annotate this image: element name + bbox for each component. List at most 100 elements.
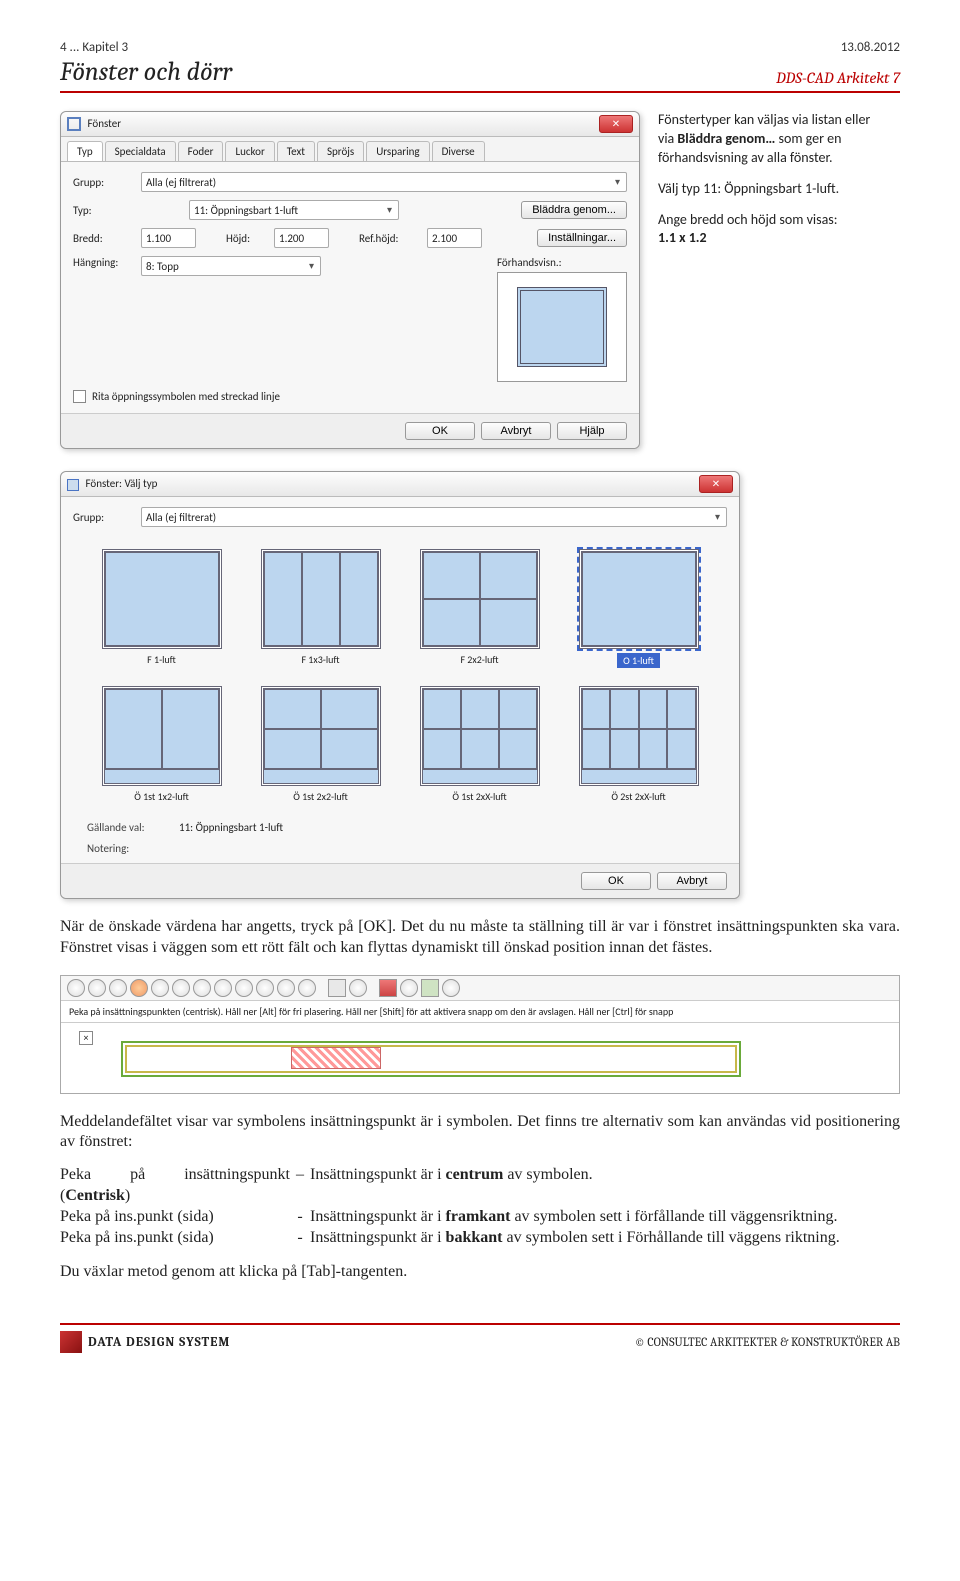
tab-ursparing[interactable]: Ursparing (366, 141, 429, 161)
canvas-area: × (61, 1023, 899, 1093)
thumbnail[interactable]: Ö 2st 2xX-luft (568, 686, 709, 803)
bredd-input[interactable]: 1.100 (141, 228, 196, 248)
thumbnail-label: Ö 1st 2xX-luft (409, 790, 550, 803)
browse-button[interactable]: Bläddra genom... (521, 201, 627, 219)
opt2-right-c: av symbolen sett i förfållande till vägg… (510, 1208, 837, 1225)
tool-red-icon[interactable] (379, 979, 397, 997)
tab-sprojs[interactable]: Spröjs (317, 141, 364, 161)
typ-select[interactable]: 11: Öppningsbart 1-luft (189, 200, 399, 220)
header-divider (60, 91, 900, 93)
tool-icon[interactable] (214, 979, 232, 997)
tool-icon[interactable] (172, 979, 190, 997)
tab-foder[interactable]: Foder (178, 141, 224, 161)
preview-window-icon (517, 287, 607, 367)
tool-icon[interactable] (349, 979, 367, 997)
tool-icon[interactable] (88, 979, 106, 997)
thumbnail[interactable]: F 1-luft (91, 549, 232, 668)
copyright: © CONSULTEC ARKITEKTER & KONSTRUKTÖRER A… (635, 1335, 900, 1349)
chapter-title: Fönster och dörr (60, 57, 232, 87)
side-p2: Välj typ 11: Öppningsbart 1-luft. (658, 180, 888, 199)
d2-grupp-label: Grupp: (73, 511, 133, 524)
thumbnail-label: Ö 2st 2xX-luft (568, 790, 709, 803)
settings-button[interactable]: Inställningar... (537, 229, 627, 247)
body-p4: Du växlar metod genom att klicka på [Tab… (60, 1262, 900, 1283)
typ-label: Typ: (73, 204, 133, 217)
thumbnail-label: Ö 1st 1x2-luft (91, 790, 232, 803)
thumbnail-grid: F 1-luft F 1x3-luft F 2x2-luft O 1-luft Ö 1s… (73, 535, 727, 817)
tool-icon[interactable] (256, 979, 274, 997)
opt3-left: Peka på ins.punkt (sida) (60, 1228, 290, 1249)
thumbnail[interactable]: Ö 1st 2xX-luft (409, 686, 550, 803)
ok-button[interactable]: OK (405, 422, 475, 440)
thumbnail-label: Ö 1st 2x2-luft (250, 790, 391, 803)
tool-icon[interactable] (67, 979, 85, 997)
grupp-label: Grupp: (73, 176, 133, 189)
tab-diverse[interactable]: Diverse (432, 141, 485, 161)
dialog2-title: Fönster: Välj typ (86, 477, 158, 490)
tool-icon[interactable] (400, 979, 418, 997)
tool-icon[interactable] (109, 979, 127, 997)
status-hint: Peka på insättningspunkten (centrisk). H… (61, 1001, 899, 1023)
opt2-dash: - (290, 1207, 310, 1228)
cancel-button[interactable]: Avbryt (481, 422, 551, 440)
bredd-label: Bredd: (73, 232, 133, 245)
side-p3: Ange bredd och höjd som visas: (658, 211, 838, 228)
dialog2-icon (67, 479, 79, 491)
hojd-input[interactable]: 1.200 (274, 228, 329, 248)
opt1-right-c: av symbolen. (503, 1166, 592, 1183)
opt3-right-b: bakkant (446, 1229, 503, 1246)
tool-green-icon[interactable] (421, 979, 439, 997)
thumbnail[interactable]: Ö 1st 2x2-luft (250, 686, 391, 803)
opt2-right-a: Insättningspunkt är i (310, 1208, 446, 1225)
window-dialog: Fönster ✕ Typ Specialdata Foder Luckor T… (60, 111, 640, 449)
dashed-checkbox[interactable] (73, 390, 86, 403)
opt3-right-a: Insättningspunkt är i (310, 1229, 446, 1246)
tool-icon[interactable] (235, 979, 253, 997)
opt3-right-c: av symbolen sett i Förhållande till vägg… (502, 1229, 839, 1246)
dialog2-close-button[interactable]: ✕ (699, 475, 733, 493)
tab-typ[interactable]: Typ (67, 141, 103, 161)
tool-square-icon[interactable] (328, 979, 346, 997)
thumbnail[interactable]: F 1x3-luft (250, 549, 391, 668)
dialog-title: Fönster (88, 117, 122, 130)
body-p3: Meddelandefältet visar var symbolens ins… (60, 1112, 900, 1154)
window-icon (67, 117, 81, 131)
refh-input[interactable]: 2.100 (427, 228, 482, 248)
hang-select[interactable]: 8: Topp (141, 256, 321, 276)
insertion-marker (291, 1047, 381, 1069)
opt1-left-c: ) (125, 1187, 130, 1204)
tool-icon[interactable] (193, 979, 211, 997)
brand-logo: DATA DESIGN SYSTEM (60, 1331, 230, 1353)
opt3-dash: - (290, 1228, 310, 1249)
brand-text: DATA DESIGN SYSTEM (88, 1335, 230, 1350)
tab-luckor[interactable]: Luckor (225, 141, 274, 161)
side-p1b: Bläddra genom… (677, 130, 775, 147)
d2-grupp-select[interactable]: Alla (ej filtrerat) (141, 507, 727, 527)
side-p4: 1.1 x 1.2 (658, 229, 707, 246)
thumbnail-label: F 1x3-luft (250, 653, 391, 666)
thumbnail-label: O 1-luft (617, 653, 660, 668)
canvas-close-icon[interactable]: × (79, 1031, 93, 1045)
opt1-dash: – (290, 1165, 310, 1207)
body-p1: När de önskade värdena har angetts, tryc… (60, 918, 396, 935)
tool-icon[interactable] (151, 979, 169, 997)
grupp-select[interactable]: Alla (ej filtrerat) (141, 172, 627, 192)
tab-text[interactable]: Text (277, 141, 315, 161)
hojd-label: Höjd: (226, 232, 266, 245)
tool-icon[interactable] (442, 979, 460, 997)
tool-icon[interactable] (277, 979, 295, 997)
toolbar-buttons (61, 976, 899, 1001)
close-button[interactable]: ✕ (599, 115, 633, 133)
product-name: DDS-CAD Arkitekt 7 (776, 69, 900, 87)
tab-specialdata[interactable]: Specialdata (105, 141, 176, 161)
thumbnail[interactable]: Ö 1st 1x2-luft (91, 686, 232, 803)
tool-icon[interactable] (130, 979, 148, 997)
thumbnail[interactable]: O 1-luft (568, 549, 709, 668)
cube-icon (60, 1331, 82, 1353)
d2-ok-button[interactable]: OK (581, 872, 651, 890)
d2-cancel-button[interactable]: Avbryt (657, 872, 727, 890)
thumbnail-label: F 2x2-luft (409, 653, 550, 666)
help-button[interactable]: Hjälp (557, 422, 627, 440)
thumbnail[interactable]: F 2x2-luft (409, 549, 550, 668)
tool-icon[interactable] (298, 979, 316, 997)
